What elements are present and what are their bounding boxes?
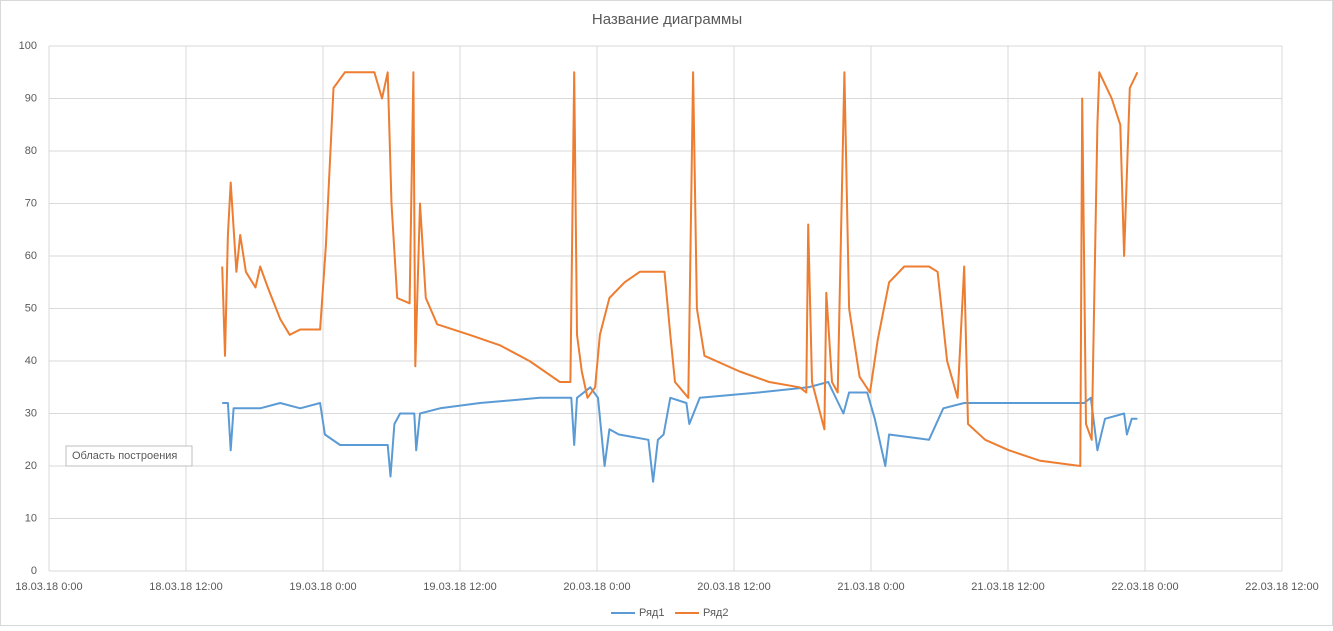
x-tick-label: 19.03.18 12:00 [423,581,496,593]
y-tick-label: 40 [25,355,37,367]
x-tick-label: 21.03.18 0:00 [837,581,904,593]
y-tick-label: 60 [25,250,37,262]
legend-label: Ряд1 [639,607,664,619]
y-tick-label: 20 [25,460,37,472]
y-tick-label: 100 [19,40,37,52]
y-tick-label: 50 [25,302,37,314]
tooltip: Область построения [65,445,193,467]
y-tick-label: 80 [25,145,37,157]
tooltip-box [65,445,193,467]
y-tick-label: 70 [25,197,37,209]
y-tick-label: 30 [25,407,37,419]
x-tick-label: 19.03.18 0:00 [289,581,356,593]
x-tick-label: 20.03.18 12:00 [697,581,770,593]
x-tick-label: 18.03.18 0:00 [15,581,82,593]
x-tick-label: 22.03.18 12:00 [1245,581,1318,593]
y-tick-label: 10 [25,512,37,524]
y-tick-label: 90 [25,92,37,104]
x-tick-label: 21.03.18 12:00 [971,581,1044,593]
y-tick-label: 0 [31,565,37,577]
x-tick-label: 20.03.18 0:00 [563,581,630,593]
tooltip-text: Область построения [72,450,177,462]
series-line [222,381,1138,483]
legend-label: Ряд2 [703,607,728,619]
legend-item: Ряд1 [611,607,664,619]
x-tick-label: 22.03.18 0:00 [1111,581,1178,593]
series-line [221,71,1139,467]
legend-item: Ряд2 [675,607,728,619]
chart-title: Название диаграммы [592,11,742,28]
x-tick-label: 18.03.18 12:00 [149,581,222,593]
